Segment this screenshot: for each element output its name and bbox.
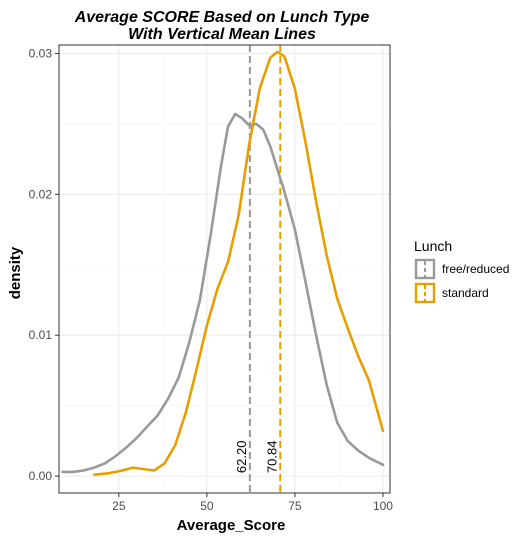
x-tick-label: 25 [112,499,126,513]
legend-item: standard [414,282,489,304]
y-axis-title: density [7,246,24,299]
legend-label: free/reduced [442,262,509,276]
chart-title-line-2: With Vertical Mean Lines [128,26,316,43]
legend-item: free/reduced [414,258,509,280]
density-curves [61,50,385,476]
mean-value-label: 70.84 [264,441,279,474]
plot-panel: 62.20 70.84 [58,44,391,494]
mean-value-label: 62.20 [234,441,249,474]
x-tick-label: 50 [200,499,214,513]
legend-items: free/reduced standard [414,258,509,304]
legend-title: Lunch [414,238,452,254]
legend-key [414,282,436,304]
x-axis-title: Average_Score [177,517,286,534]
legend-label: standard [442,286,489,300]
density-curve-free-reduced [61,112,385,474]
y-tick-label: 0.01 [29,328,53,342]
y-axis: 0.00 0.01 0.02 0.03 [29,46,59,483]
x-tick-label: 75 [288,499,302,513]
chart-title-line-1: Average SCORE Based on Lunch Type [74,9,370,26]
y-tick-label: 0.03 [29,46,53,60]
panel-border [58,44,391,494]
x-axis: 25 50 75 100 [112,493,393,513]
density-curve-standard [92,50,385,476]
mean-lines [248,45,282,493]
y-tick-label: 0.00 [29,469,53,483]
x-tick-label: 100 [373,499,393,513]
y-tick-label: 0.02 [29,187,53,201]
legend: Lunch free/reduced standard [414,238,509,304]
legend-key [414,258,436,280]
gridlines [59,45,390,493]
mean-labels: 62.20 70.84 [234,441,279,474]
